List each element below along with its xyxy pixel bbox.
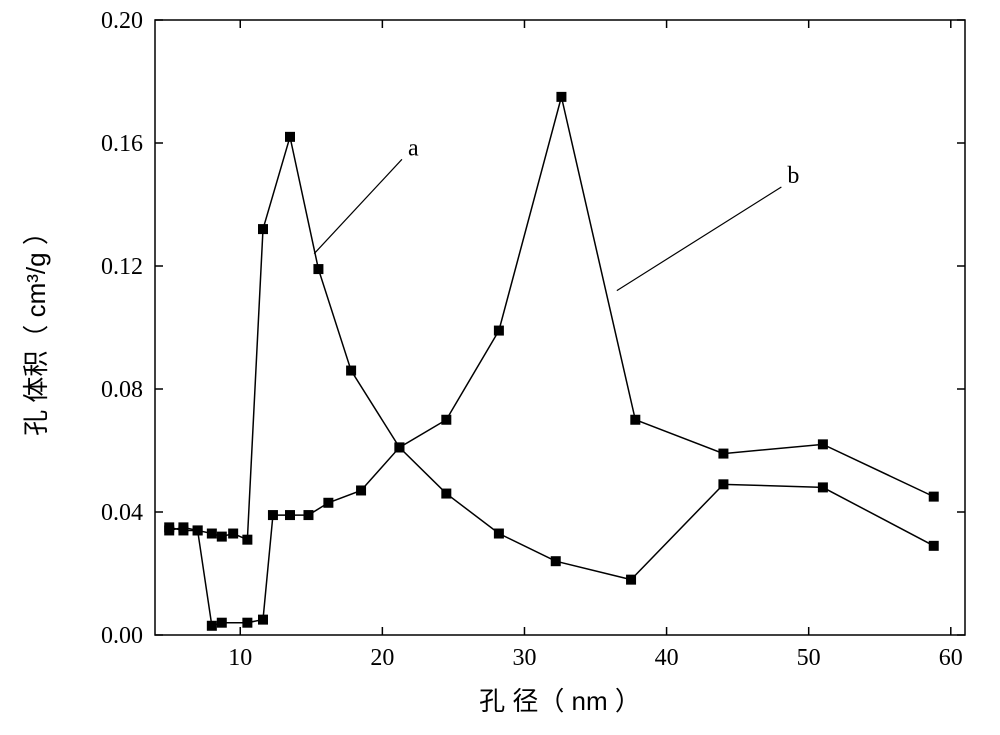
plot-frame <box>155 20 965 635</box>
marker-b <box>556 92 566 102</box>
marker-a <box>626 575 636 585</box>
marker-a <box>228 529 238 539</box>
x-tick-label: 50 <box>797 645 821 671</box>
marker-b <box>818 439 828 449</box>
marker-a <box>313 264 323 274</box>
marker-a <box>494 529 504 539</box>
annotation-label-a: a <box>408 135 419 161</box>
x-tick-label: 60 <box>939 645 963 671</box>
marker-b <box>494 326 504 336</box>
marker-b <box>258 615 268 625</box>
marker-b <box>441 415 451 425</box>
marker-a <box>207 529 217 539</box>
marker-b <box>268 510 278 520</box>
annotation-leader-b <box>617 187 782 291</box>
pore-distribution-chart: 10 20 30 40 50 60 0.00 0.04 0.08 0.12 0.16 0.20 孔 径（… <box>0 0 1000 735</box>
x-tick-label: 10 <box>228 645 252 671</box>
marker-a <box>285 132 295 142</box>
marker-a <box>217 532 227 542</box>
marker-b <box>630 415 640 425</box>
marker-b <box>207 621 217 631</box>
y-tick-label: 0.20 <box>101 8 143 34</box>
y-tick-label: 0.08 <box>101 377 143 403</box>
marker-a <box>929 541 939 551</box>
marker-b <box>193 525 203 535</box>
marker-b <box>718 449 728 459</box>
marker-a <box>818 482 828 492</box>
marker-b <box>285 510 295 520</box>
marker-b <box>929 492 939 502</box>
marker-a <box>258 224 268 234</box>
x-tick-label: 30 <box>512 645 536 671</box>
annotation-leader-a <box>314 159 402 253</box>
marker-a <box>718 479 728 489</box>
y-axis-label: 孔 体积（ cm³/g ） <box>21 219 51 436</box>
x-tick-label: 40 <box>655 645 679 671</box>
y-tick-label: 0.12 <box>101 254 143 280</box>
marker-b <box>356 485 366 495</box>
x-axis-label: 孔 径（ nm ） <box>479 686 641 716</box>
series-line-a <box>169 137 934 580</box>
marker-b <box>178 522 188 532</box>
series-line-b <box>169 97 934 626</box>
marker-a <box>346 366 356 376</box>
marker-b <box>217 618 227 628</box>
x-tick-label: 20 <box>370 645 394 671</box>
y-tick-label: 0.04 <box>101 500 143 526</box>
y-tick-label: 0.16 <box>101 131 143 157</box>
chart-svg: 10 20 30 40 50 60 0.00 0.04 0.08 0.12 0.16 0.20 孔 径（… <box>0 0 1000 735</box>
marker-b <box>242 618 252 628</box>
marker-b <box>394 442 404 452</box>
marker-b <box>303 510 313 520</box>
marker-a <box>551 556 561 566</box>
y-tick-label: 0.00 <box>101 623 143 649</box>
marker-b <box>164 525 174 535</box>
marker-b <box>323 498 333 508</box>
marker-a <box>242 535 252 545</box>
annotation-label-b: b <box>787 163 799 189</box>
marker-a <box>441 489 451 499</box>
